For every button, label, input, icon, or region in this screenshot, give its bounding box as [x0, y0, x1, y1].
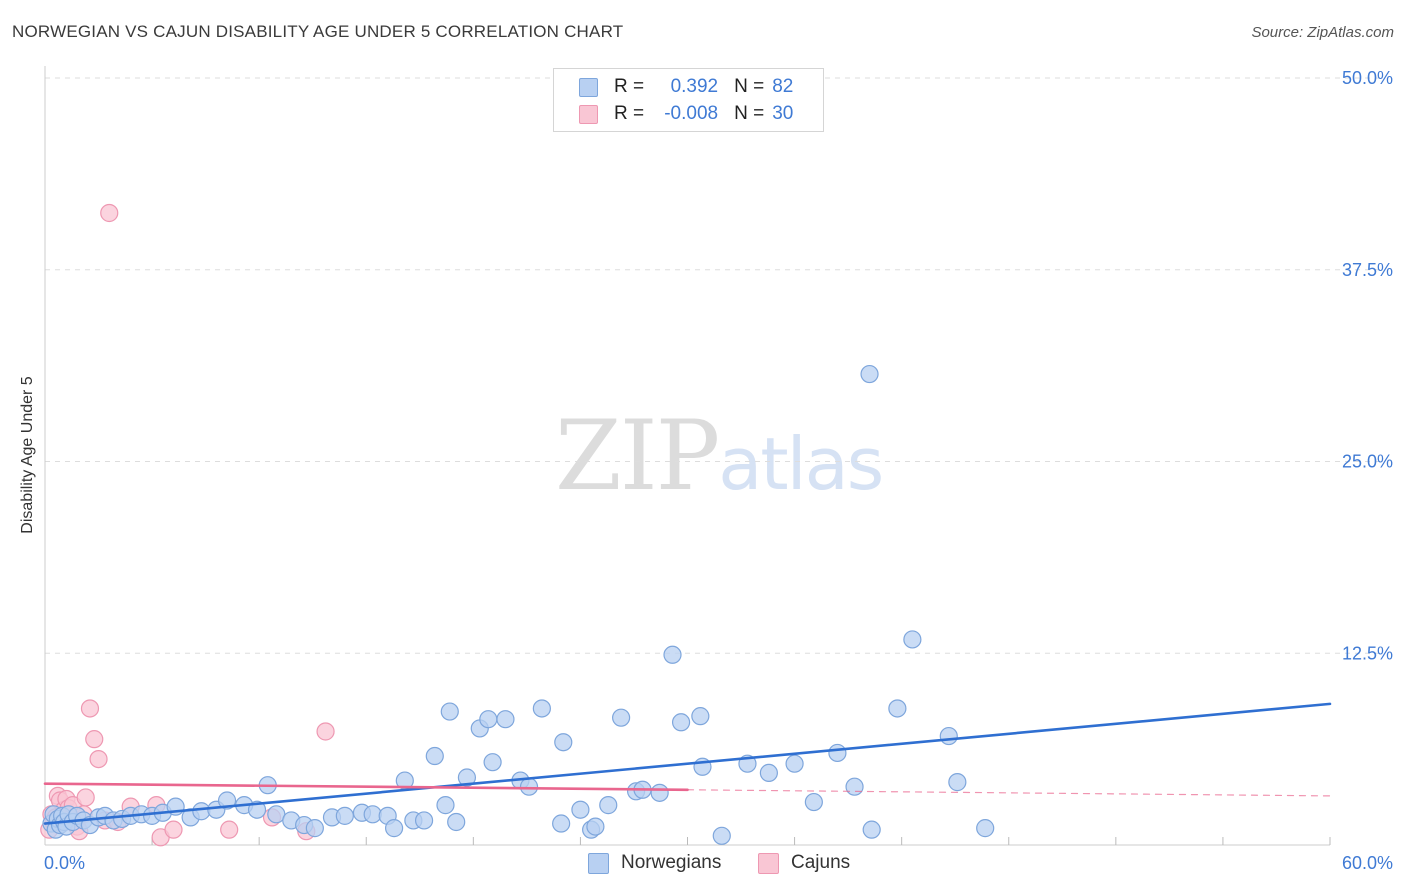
norwegian-point [384, 819, 404, 838]
x-tick-label: 0.0% [44, 853, 85, 873]
legend-swatch-norwegians [579, 77, 598, 97]
norwegian-point [532, 699, 551, 718]
norwegian-point [519, 777, 539, 796]
legend-n-label: N = [734, 76, 765, 97]
norwegian-point [599, 796, 618, 815]
legend-swatch-norwegians [588, 852, 609, 874]
norwegian-point [759, 763, 778, 783]
norwegian-point [804, 792, 823, 812]
norwegian-point [457, 768, 477, 787]
norwegian-point [192, 802, 211, 821]
norwegian-point [483, 753, 502, 772]
norwegian-point [363, 805, 382, 824]
watermark: ZIPatlas [555, 400, 884, 512]
legend-r-label: R = [614, 76, 645, 97]
cajun-trendline [686, 789, 1331, 797]
norwegian-point [305, 819, 324, 838]
norwegian-point [845, 777, 864, 796]
norwegian-point [217, 791, 237, 810]
norwegian-point [860, 364, 879, 384]
legend-n-norwegians: 82 [772, 76, 794, 97]
cajun-point [220, 820, 239, 839]
norwegian-point [479, 710, 498, 729]
legend-item-norwegians[interactable]: Norwegians [588, 852, 721, 874]
norwegian-point [828, 743, 847, 763]
norwegian-point [440, 702, 459, 721]
cajun-trendline [43, 782, 689, 792]
legend-row-cajuns: R = -0.008 N = 30 [579, 101, 793, 127]
norwegian-point [586, 817, 605, 836]
y-tick-label: 37.5% [1342, 260, 1393, 280]
norwegian-trendline [43, 702, 1332, 825]
legend-n-label: N = [734, 103, 765, 124]
norwegian-point [425, 746, 444, 766]
cajun-point [80, 699, 100, 718]
norwegian-point [888, 699, 907, 718]
watermark-zip: ZIP [555, 400, 720, 512]
norwegian-point [612, 708, 631, 727]
norwegian-point [976, 819, 995, 838]
norwegian-point [903, 630, 922, 649]
legend-r-label: R = [614, 103, 645, 124]
norwegian-point [414, 811, 434, 830]
source-label: Source: ZipAtlas.com [1251, 24, 1394, 41]
legend-row-norwegians: R = 0.392 N = 82 [579, 74, 793, 100]
norwegian-point [571, 800, 590, 819]
legend-swatch-cajuns [579, 104, 598, 124]
legend-r-cajuns: -0.008 [664, 103, 719, 124]
legend-swatch-cajuns [758, 852, 779, 874]
cajun-point [76, 788, 95, 807]
cajun-point [100, 203, 119, 223]
norwegian-point [496, 710, 515, 729]
norwegian-point [862, 820, 881, 839]
stats-legend: R = 0.392 N = 82 R = -0.008 N = 30 [553, 68, 824, 132]
legend-item-cajuns[interactable]: Cajuns [758, 852, 850, 874]
legend-r-norwegians: 0.392 [670, 76, 719, 97]
norwegian-point [554, 733, 573, 752]
watermark-atlas: atlas [718, 422, 884, 506]
chart-title: NORWEGIAN VS CAJUN DISABILITY AGE UNDER … [12, 22, 624, 41]
norwegian-point [671, 713, 691, 732]
norwegian-point [939, 726, 958, 746]
norwegian-point [447, 812, 466, 832]
y-tick-label: 50.0% [1342, 68, 1393, 88]
norwegian-point [691, 707, 710, 726]
y-tick-label: 25.0% [1342, 452, 1393, 472]
cajun-point [85, 730, 104, 749]
legend-label-cajuns: Cajuns [791, 852, 851, 873]
cajun-point [89, 749, 108, 769]
y-tick-label: 12.5% [1342, 643, 1393, 663]
x-tick-label: 60.0% [1342, 853, 1393, 873]
norwegian-point [436, 796, 455, 815]
norwegian-point [948, 773, 967, 792]
norwegian-point [650, 783, 669, 802]
legend-n-cajuns: 30 [772, 103, 794, 124]
norwegian-point [785, 754, 804, 773]
norwegian-point [552, 814, 571, 833]
legend-label-norwegians: Norwegians [621, 852, 722, 873]
cajun-point [164, 820, 183, 839]
norwegian-point [335, 806, 354, 825]
norwegian-point [712, 826, 731, 845]
cajun-point [316, 722, 335, 741]
norwegian-point [663, 645, 682, 664]
series-legend: Norwegians Cajuns [0, 852, 1406, 878]
